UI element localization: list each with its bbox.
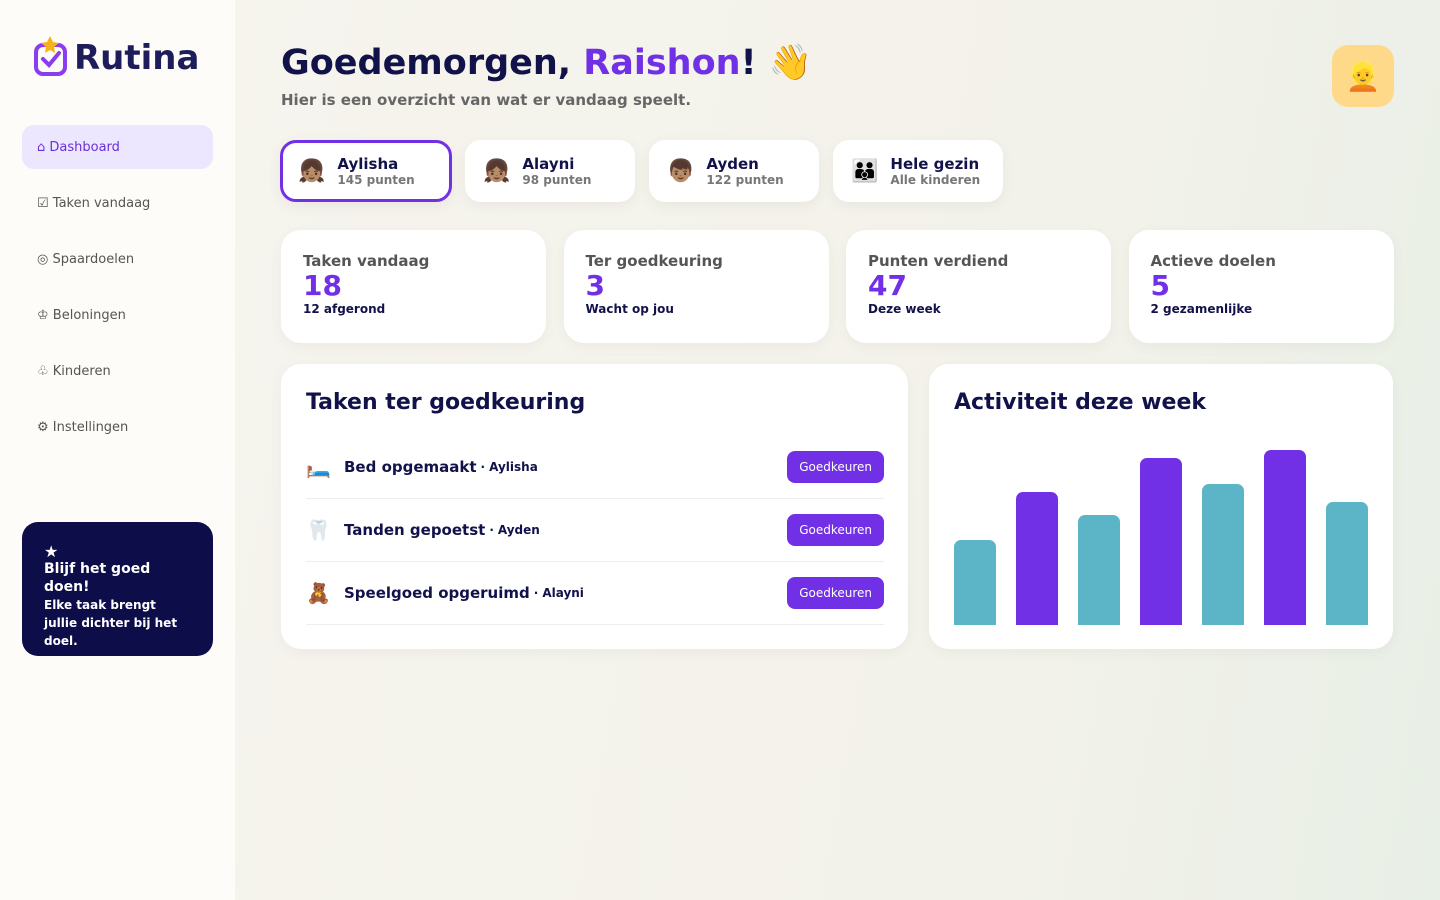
wave-emoji: 👋 [768,43,813,83]
activity-bar [1140,458,1182,625]
subtitle: Hier is een overzicht van wat er vandaag… [281,91,692,109]
panel-title: Taken ter goedkeuring [306,390,586,415]
promo-icon: ★ [44,542,59,561]
sidebar: Rutina ★ Blijf het goed doen! Elke taak … [0,0,235,900]
nav-item[interactable]: ♔ Beloningen [37,307,126,323]
kid-points: 98 punten [522,173,592,187]
stat-note: Deze week [868,302,941,316]
stat-label: Taken vandaag [303,252,430,270]
kid-name: Hele gezin [890,155,980,173]
activity-bar [1326,502,1368,625]
stat-note: Wacht op jou [585,302,674,316]
kid-points: Alle kinderen [890,173,981,187]
approval-row: 🧸 Speelgoed opgeruimd · Alayni Goedkeuren [306,561,884,625]
stat-value: 3 [585,269,605,302]
avatar[interactable]: 👱 [1332,45,1394,107]
nav-item[interactable]: ⚙ Instellingen [37,419,129,435]
child-name: Aylisha [489,459,538,474]
task-name: Tanden gepoetst [344,520,486,539]
task-icon: 🦷 [306,517,331,542]
nav-item[interactable]: ♧ Kinderen [37,363,111,379]
kid-info: Aylisha 145 punten [337,155,414,187]
task-icon: 🧸 [306,580,331,605]
kid-card[interactable]: 👦🏽 Ayden 122 punten [649,140,819,202]
approval-row: 🦷 Tanden gepoetst · Ayden Goedkeuren [306,498,884,562]
approve-button[interactable]: Goedkeuren [787,450,884,483]
promo-title: Blijf het goed doen! [44,561,151,595]
stat-label: Punten verdiend [868,252,1009,270]
separator: · [489,522,494,537]
panel-title: Activiteit deze week [954,390,1207,415]
separator: · [533,585,539,600]
child-name: Alayni [542,585,584,600]
stat-card: Taken vandaag 18 12 afgerond [281,230,546,343]
approval-row: 🛏️ Bed opgemaakt · Aylisha Goedkeuren [306,435,884,499]
greeting: Goedemorgen, Raishon! 👋 [281,42,812,83]
stat-value: 47 [868,269,907,302]
stat-value: 5 [1150,269,1170,302]
punctuation: ! [740,43,757,83]
kid-emoji: 👧🏽 [298,158,326,184]
kid-name: Alayni [522,155,575,173]
stat-note: 2 gezamenlijke [1150,302,1253,316]
kid-info: Ayden 122 punten [706,155,783,187]
stat-card: Punten verdiend 47 Deze week [846,230,1111,343]
logo-icon [34,36,67,76]
child-name: Ayden [497,522,540,537]
activity-bar [1202,484,1244,625]
separator: · [480,459,486,474]
kid-name: Aylisha [337,155,399,173]
greeting-text: Goedemorgen, [281,43,572,83]
kid-card[interactable]: 👧🏽 Alayni 98 punten [465,140,635,202]
promo: ★ Blijf het goed doen! Elke taak brengt … [22,522,213,656]
stat-label: Actieve doelen [1150,252,1276,270]
stat-note: 12 afgerond [303,302,386,316]
approve-button[interactable]: Goedkeuren [787,513,884,546]
nav-item[interactable]: ☑ Taken vandaag [37,195,151,211]
kid-points: 145 punten [337,173,415,187]
activity-bar [1016,492,1058,625]
stat-card: Actieve doelen 5 2 gezamenlijke [1128,230,1394,343]
kid-info: Alayni 98 punten [522,155,591,187]
kid-emoji: 👦🏽 [667,158,695,184]
brand: Rutina [74,38,200,78]
kid-info: Hele gezin Alle kinderen [890,155,980,187]
user-name: Raishon [583,43,741,83]
kid-name: Ayden [706,155,759,173]
task-name: Speelgoed opgeruimd [344,583,530,602]
task-name: Bed opgemaakt [344,457,477,476]
activity-bar [954,540,996,625]
kid-points: 122 punten [706,173,784,187]
stat-value: 18 [303,269,342,302]
task-icon: 🛏️ [306,454,331,479]
stat-card: Ter goedkeuring 3 Wacht op jou [563,230,829,343]
nav-item[interactable]: ◎ Spaardoelen [37,251,135,267]
activity-bar [1078,515,1120,625]
activity-bar [1264,450,1306,625]
nav-item[interactable]: ⌂ Dashboard [22,125,213,169]
kid-emoji: 👪 [851,158,879,184]
kid-card[interactable]: 👪 Hele gezin Alle kinderen [833,140,1003,202]
stat-label: Ter goedkeuring [585,252,723,270]
promo-text: Elke taak brengt jullie dichter bij het … [44,598,178,648]
approvals-panel: Taken ter goedkeuring 🛏️ Bed opgemaakt · Ay… [281,364,908,649]
activity-panel: Activiteit deze week [929,364,1393,649]
kid-emoji: 👧🏽 [483,158,511,184]
kid-card[interactable]: 👧🏽 Aylisha 145 punten [280,140,452,202]
approve-button[interactable]: Goedkeuren [787,576,884,609]
